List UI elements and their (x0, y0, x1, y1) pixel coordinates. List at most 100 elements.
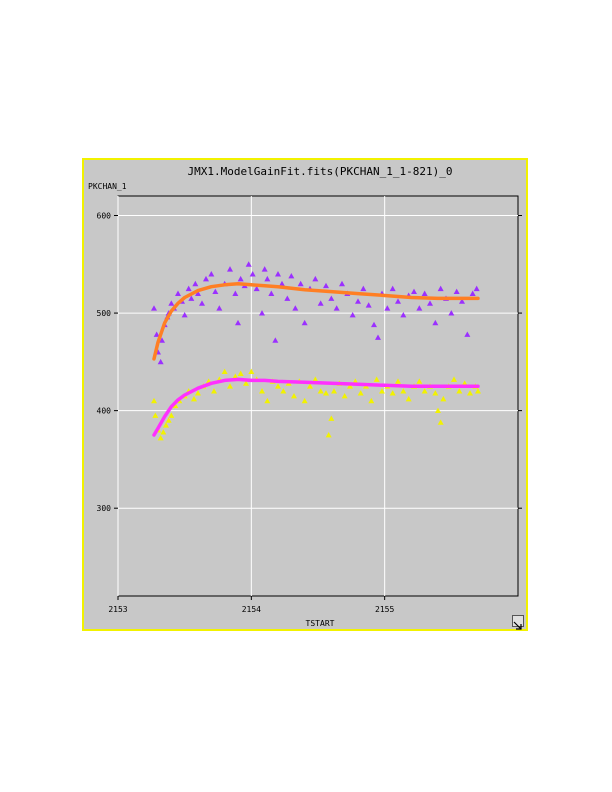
data-point-triangle (163, 422, 169, 428)
data-point-triangle (325, 432, 332, 438)
data-point-triangle (203, 275, 209, 282)
data-point-triangle (395, 378, 401, 384)
data-point-triangle (469, 290, 476, 296)
fit-curve-line (152, 282, 480, 361)
data-point-triangle (368, 397, 375, 404)
data-point-triangle (432, 390, 439, 396)
data-point-triangle (467, 390, 473, 396)
data-point-triangle (375, 334, 381, 340)
data-point-triangle (427, 300, 433, 306)
data-point-triangle (237, 275, 244, 282)
data-point-triangle (357, 390, 364, 396)
data-point-triangle (264, 397, 271, 404)
data-point-triangle (405, 395, 412, 402)
y-axis-label: PKCHAN_1 (88, 182, 127, 191)
y-tick-label: 300 (97, 504, 112, 513)
data-point-triangle (400, 388, 407, 394)
y-tick-label: 400 (97, 407, 112, 416)
data-point-triangle (272, 337, 279, 343)
x-tick-label: 2155 (375, 605, 394, 614)
data-point-triangle (347, 383, 353, 389)
data-point-triangle (279, 280, 285, 287)
data-point-triangle (192, 280, 199, 287)
data-point-triangle (275, 383, 281, 389)
data-point-triangle (360, 285, 367, 292)
data-point-triangle (475, 388, 481, 394)
data-point-triangle (312, 275, 319, 282)
data-point-triangle (157, 434, 164, 441)
data-point-triangle (160, 429, 167, 435)
data-point-triangle (317, 300, 324, 306)
data-point-triangle (416, 378, 423, 384)
data-point-triangle (435, 407, 441, 414)
data-point-triangle (216, 305, 223, 311)
resize-arrow-icon[interactable] (512, 615, 524, 630)
data-point-triangle (301, 319, 308, 326)
data-point-triangle (331, 388, 337, 394)
plot-window: JMX1.ModelGainFit.fits(PKCHAN_1_1-821)_0… (82, 158, 528, 631)
data-point-triangle (411, 288, 417, 295)
data-point-triangle (416, 305, 423, 311)
data-point-triangle (333, 305, 340, 311)
data-point-triangle (328, 415, 335, 421)
data-point-triangle (371, 321, 377, 328)
data-point-triangle (151, 397, 157, 404)
data-point-triangle (379, 388, 385, 394)
x-axis-label: TSTART (306, 619, 335, 628)
data-point-triangle (323, 282, 329, 289)
data-point-triangle (181, 312, 188, 318)
data-point-triangle (261, 266, 268, 272)
data-point-triangle (249, 271, 256, 277)
data-point-triangle (355, 298, 361, 304)
data-point-triangle (248, 368, 255, 375)
data-point-triangle (421, 388, 428, 394)
data-point-triangle (440, 395, 447, 402)
data-point-triangle (448, 310, 455, 316)
data-point-triangle (389, 390, 396, 396)
data-point-triangle (280, 388, 287, 394)
data-point-triangle (437, 419, 444, 425)
data-point-triangle (264, 275, 271, 282)
data-point-triangle (456, 388, 463, 394)
data-point-triangle (400, 312, 407, 318)
data-point-triangle (153, 331, 160, 337)
data-point-triangle (259, 388, 265, 394)
data-point-triangle (365, 302, 372, 308)
data-point-triangle (307, 383, 313, 389)
data-point-triangle (437, 285, 444, 292)
data-point-triangle (157, 358, 164, 365)
data-point-triangle (159, 337, 165, 343)
data-point-triangle (297, 280, 304, 287)
data-point-triangle (341, 393, 348, 399)
data-point-triangle (373, 376, 380, 382)
x-tick-label: 2154 (242, 605, 261, 614)
data-point-triangle (284, 295, 291, 301)
data-point-triangle (235, 319, 241, 326)
fit-curve-line (152, 377, 480, 437)
data-point-triangle (288, 273, 295, 279)
data-point-triangle (168, 300, 175, 306)
data-point-triangle (389, 285, 396, 292)
data-point-triangle (212, 288, 219, 295)
data-point-triangle (165, 417, 172, 423)
data-point-triangle (243, 380, 249, 386)
data-point-triangle (208, 271, 215, 277)
data-point-triangle (188, 295, 195, 301)
data-point-triangle (328, 295, 335, 301)
fit-curves (152, 282, 480, 437)
data-point-triangle (211, 388, 217, 394)
resize-arrow-glyph (513, 621, 522, 630)
data-point-triangle (195, 390, 201, 396)
data-point-triangle (453, 288, 460, 295)
data-point-triangle (317, 388, 324, 394)
data-point-triangle (232, 373, 239, 379)
data-point-triangle (275, 271, 281, 277)
data-point-triangle (301, 397, 308, 404)
data-point-triangle (237, 370, 244, 376)
data-point-triangle (199, 300, 205, 306)
data-point-triangle (253, 285, 260, 292)
data-point-triangle (232, 290, 239, 296)
data-point-triangle (464, 331, 471, 337)
data-point-triangle (432, 319, 439, 326)
y-tick-label: 500 (97, 309, 112, 318)
